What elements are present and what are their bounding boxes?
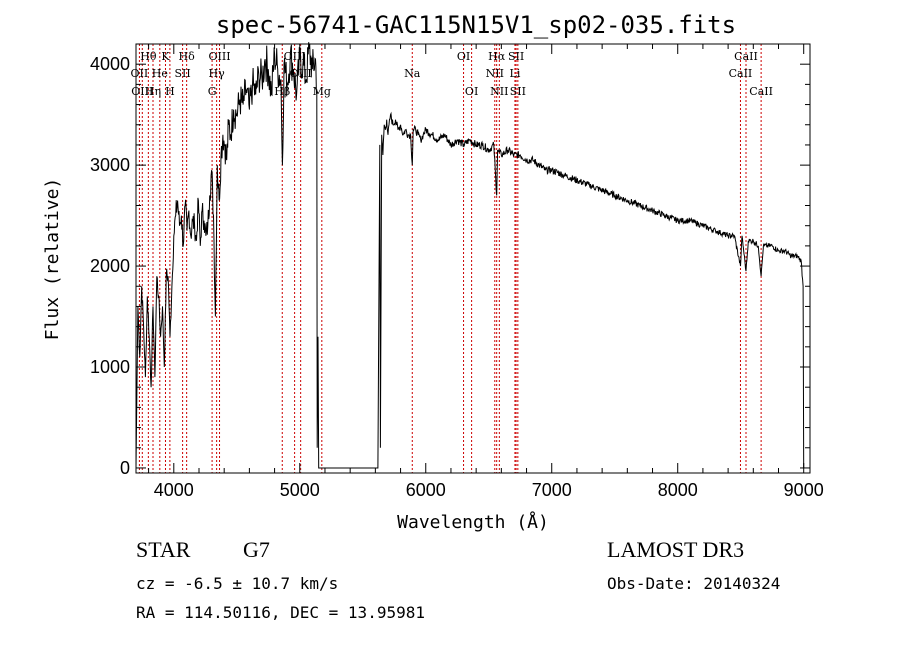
x-axis-label: Wavelength (Å) xyxy=(397,511,549,533)
spectral-line-label: SII xyxy=(174,67,190,80)
spectral-line-label: K xyxy=(161,50,170,63)
y-tick-label: 3000 xyxy=(90,155,130,175)
spectral-line-label: Hδ xyxy=(179,50,196,63)
coordinates: RA = 114.50116, DEC = 13.95981 xyxy=(136,603,425,622)
x-tick-label: 9000 xyxy=(784,480,824,500)
x-tick-label: 5000 xyxy=(280,480,320,500)
spectral-line-label: Li xyxy=(510,67,521,80)
spectral-line-label: OI xyxy=(457,50,470,63)
spectral-line-label: OIII xyxy=(208,50,230,63)
spectral-line-label: NII xyxy=(486,67,504,80)
y-tick-label: 2000 xyxy=(90,256,130,276)
spectral-line-label: Na xyxy=(404,67,421,80)
spectral-line-label: H xyxy=(165,85,175,98)
x-tick-label: 7000 xyxy=(532,480,572,500)
spectral-line-label: Hα xyxy=(488,50,506,63)
spectral-line-label: Hη xyxy=(145,85,161,98)
x-tick-label: 6000 xyxy=(406,480,446,500)
spectral-line-label: NII xyxy=(490,85,508,98)
spectral-line-label: CaII xyxy=(729,67,753,80)
x-tick-label: 8000 xyxy=(658,480,698,500)
spectral-line-label: SII xyxy=(510,85,526,98)
object-subclass: G7 xyxy=(243,537,270,562)
survey-name: LAMOST DR3 xyxy=(607,537,745,562)
spectral-line-label: SII xyxy=(508,50,524,63)
spectral-line-label: Hβ xyxy=(274,85,290,98)
redshift-value: cz = -6.5 ± 10.7 km/s xyxy=(136,574,339,593)
y-tick-label: 1000 xyxy=(90,357,130,377)
spectral-line-label: Hγ xyxy=(209,67,226,80)
x-tick-label: 4000 xyxy=(154,480,194,500)
spectral-line-label: CaII xyxy=(734,50,758,63)
y-axis-label: Flux (relative) xyxy=(42,178,63,341)
object-class: STAR xyxy=(136,537,191,562)
spectrum-chart: spec-56741-GAC115N15V1_sp02-035.fits Hθ O… xyxy=(42,11,824,533)
y-axis: 0 1000 2000 3000 4000 xyxy=(90,43,810,478)
spectral-line-label: OI xyxy=(465,85,478,98)
spectral-line-markers xyxy=(138,44,762,473)
y-tick-label: 4000 xyxy=(90,54,130,74)
spectral-line-label: OII xyxy=(131,67,149,80)
spectral-line-label: OIII xyxy=(131,85,153,98)
spectral-line-label: Mg xyxy=(313,85,331,98)
x-axis: 4000 5000 6000 7000 8000 9000 xyxy=(148,44,824,500)
spectral-line-label: He xyxy=(152,67,168,80)
spectral-line-label: G xyxy=(208,85,217,98)
spectral-line-label: Hθ xyxy=(140,50,157,63)
flux-series-line xyxy=(135,42,805,469)
plot-frame xyxy=(135,43,811,474)
chart-title: spec-56741-GAC115N15V1_sp02-035.fits xyxy=(216,11,736,39)
observation-date: Obs-Date: 20140324 xyxy=(607,574,781,593)
spectral-line-label: CaII xyxy=(749,85,773,98)
spectral-line-label: OIII xyxy=(284,50,306,63)
y-tick-label: 0 xyxy=(120,458,130,478)
